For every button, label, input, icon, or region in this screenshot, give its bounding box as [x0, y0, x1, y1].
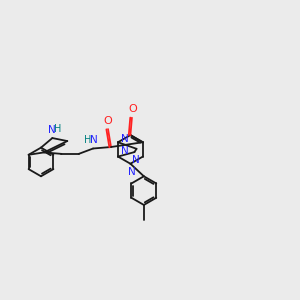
- Text: H: H: [84, 135, 92, 145]
- Text: H: H: [54, 124, 61, 134]
- Text: N: N: [90, 135, 98, 146]
- Text: N: N: [121, 134, 128, 144]
- Text: N: N: [121, 146, 128, 156]
- Text: O: O: [128, 104, 137, 114]
- Text: N: N: [132, 155, 140, 165]
- Text: N: N: [128, 167, 136, 177]
- Text: O: O: [103, 116, 112, 126]
- Text: N: N: [48, 125, 55, 135]
